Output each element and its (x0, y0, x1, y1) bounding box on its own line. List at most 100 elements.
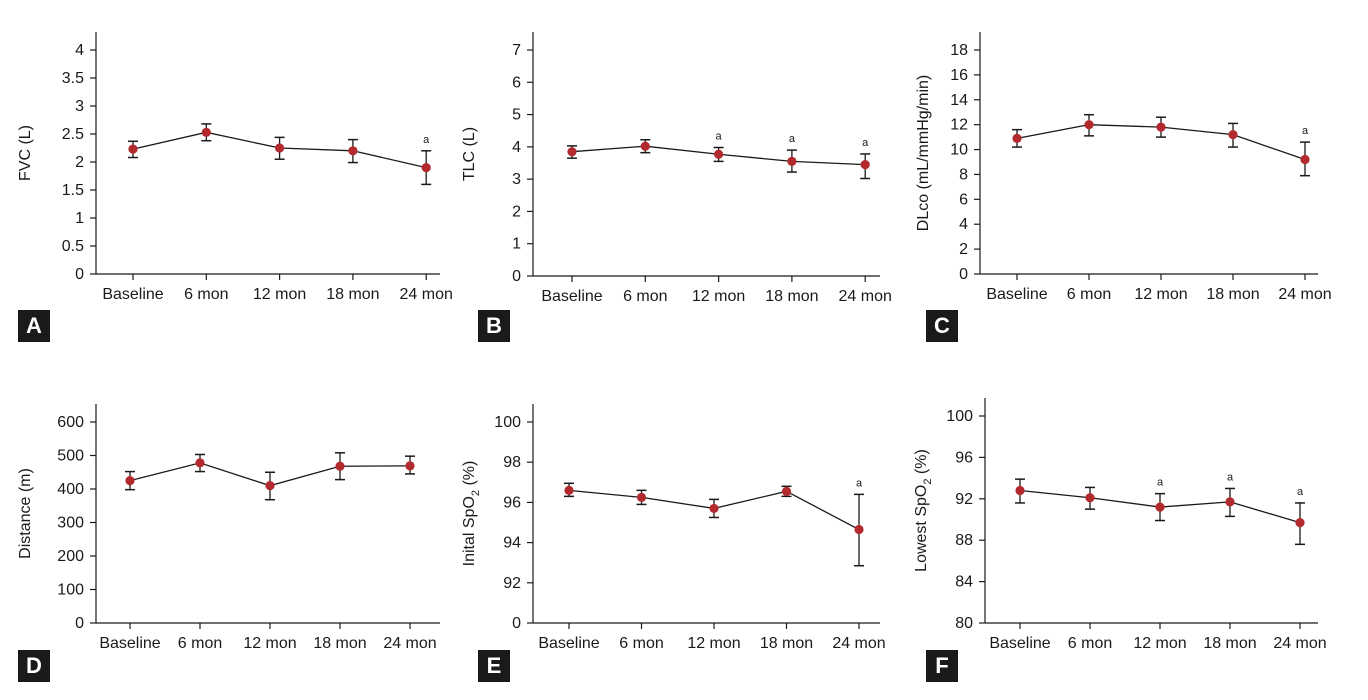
data-point-b (787, 156, 797, 166)
y-tick-label-e: 92 (503, 575, 521, 592)
x-tick-label-d: 24 mon (383, 635, 436, 652)
x-tick-label-f: 12 mon (1133, 635, 1186, 652)
y-axis-title-a: FVC (L) (17, 125, 34, 181)
data-point-c (1012, 133, 1022, 143)
y-tick-label-c: 6 (959, 191, 968, 208)
chart-panel-f: 80 84 88 92 96 100 Baseline 6 mon 12 mon 18 mon 24… (913, 398, 1327, 652)
y-tick-label-c: 12 (950, 117, 968, 134)
significance-annotation-b: a (862, 137, 869, 149)
y-tick-label-f: 80 (955, 615, 973, 632)
x-tick-label-e: 24 mon (832, 635, 885, 652)
y-tick-label-d: 600 (57, 414, 84, 431)
y-tick-label-a: 1 (75, 210, 84, 227)
y-tick-label-d: 500 (57, 448, 84, 465)
y-axis-title-part: (%) (461, 461, 478, 490)
x-tick-label-c: 18 mon (1206, 286, 1259, 303)
y-tick-label-e: 94 (503, 535, 521, 552)
data-point-e (636, 492, 647, 502)
data-point-d (335, 461, 345, 471)
y-axis-title-e: Inital SpO2 (%) (461, 461, 482, 567)
y-tick-label-c: 8 (959, 166, 968, 183)
y-tick-label-a: 3 (75, 98, 84, 115)
y-tick-label-a: 2 (75, 154, 84, 171)
y-axis-title-subscript: 2 (470, 490, 482, 496)
significance-annotation-b: a (716, 131, 723, 143)
panel-label-b: B (478, 310, 510, 342)
y-tick-label-b: 4 (512, 139, 521, 156)
y-tick-label-e: 98 (503, 454, 521, 471)
data-point-d (265, 481, 275, 491)
panel-label-a: A (18, 310, 50, 342)
y-tick-label-c: 16 (950, 67, 968, 84)
x-tick-label-a: 24 mon (400, 286, 453, 303)
x-tick-label-d: 18 mon (313, 635, 366, 652)
y-tick-label-b: 2 (512, 203, 521, 220)
y-tick-label-a: 0 (75, 266, 84, 283)
y-tick-label-c: 14 (950, 92, 968, 109)
y-tick-label-e: 0 (512, 615, 521, 632)
x-tick-label-b: 24 mon (839, 288, 892, 305)
x-tick-label-e: Baseline (538, 635, 599, 652)
data-point-f (1015, 485, 1025, 496)
y-tick-label-b: 7 (512, 42, 521, 59)
significance-annotation-a: a (423, 134, 430, 146)
y-tick-label-c: 0 (959, 266, 968, 283)
y-tick-label-b: 6 (512, 74, 521, 91)
data-point-e (854, 524, 864, 535)
y-tick-label-b: 3 (512, 171, 521, 188)
panel-label-d: D (18, 650, 50, 682)
data-point-a (348, 146, 358, 156)
y-tick-label-b: 1 (512, 236, 521, 253)
y-tick-label-f: 88 (955, 532, 973, 549)
x-tick-label-f: 6 mon (1068, 635, 1112, 652)
significance-annotation-f: a (1297, 486, 1304, 498)
x-tick-label-d: 12 mon (243, 635, 296, 652)
chart-panel-b: 0 1 2 3 4 5 6 7 Baseline 6 mon 12 mon 18 mon 24 mon T… (461, 32, 892, 305)
x-tick-label-c: 24 mon (1278, 286, 1331, 303)
x-tick-label-c: 12 mon (1134, 286, 1187, 303)
y-tick-label-b: 5 (512, 107, 521, 124)
data-point-c (1300, 154, 1310, 165)
y-axis-title-d: Distance (m) (17, 468, 34, 559)
data-point-d (125, 476, 135, 486)
panel-label-e: E (478, 650, 510, 682)
x-tick-label-a: 6 mon (184, 286, 228, 303)
y-tick-label-e: 100 (494, 414, 521, 431)
data-point-a (421, 163, 431, 173)
x-tick-label-f: 18 mon (1203, 635, 1256, 652)
y-axis-title-c: DLco (mL/mmHg/min) (915, 75, 932, 231)
data-point-e (709, 503, 719, 514)
x-tick-label-a: 18 mon (326, 286, 379, 303)
y-axis-title-f: Lowest SpO2 (%) (913, 449, 934, 572)
y-axis-title-subscript: 2 (922, 479, 934, 485)
data-point-c (1084, 120, 1094, 130)
data-point-f (1295, 518, 1305, 528)
significance-annotation-f: a (1157, 477, 1164, 489)
x-tick-label-b: 6 mon (623, 288, 667, 305)
panel-label-f: F (926, 650, 958, 682)
data-point-f (1155, 502, 1165, 512)
panel-label-c: C (926, 310, 958, 342)
x-tick-label-e: 12 mon (687, 635, 740, 652)
x-tick-label-e: 18 mon (760, 635, 813, 652)
y-tick-label-f: 100 (946, 408, 973, 425)
data-point-d (195, 458, 205, 468)
data-point-f (1225, 497, 1235, 507)
significance-annotation-c: a (1302, 125, 1309, 137)
x-tick-label-a: 12 mon (253, 286, 306, 303)
data-point-b (640, 141, 650, 151)
data-point-a (201, 127, 211, 137)
y-tick-label-a: 0.5 (62, 238, 84, 255)
y-tick-label-f: 92 (955, 491, 973, 508)
significance-annotation-e: a (856, 477, 863, 489)
y-tick-label-a: 4 (75, 42, 84, 59)
data-point-b (860, 160, 870, 170)
x-tick-label-d: Baseline (99, 635, 160, 652)
x-tick-label-f: 24 mon (1273, 635, 1326, 652)
data-point-d (405, 461, 415, 471)
significance-annotation-f: a (1227, 471, 1234, 483)
y-axis-title-part: Lowest SpO (913, 485, 930, 572)
y-tick-label-c: 2 (959, 241, 968, 258)
y-tick-label-a: 2.5 (62, 126, 84, 143)
